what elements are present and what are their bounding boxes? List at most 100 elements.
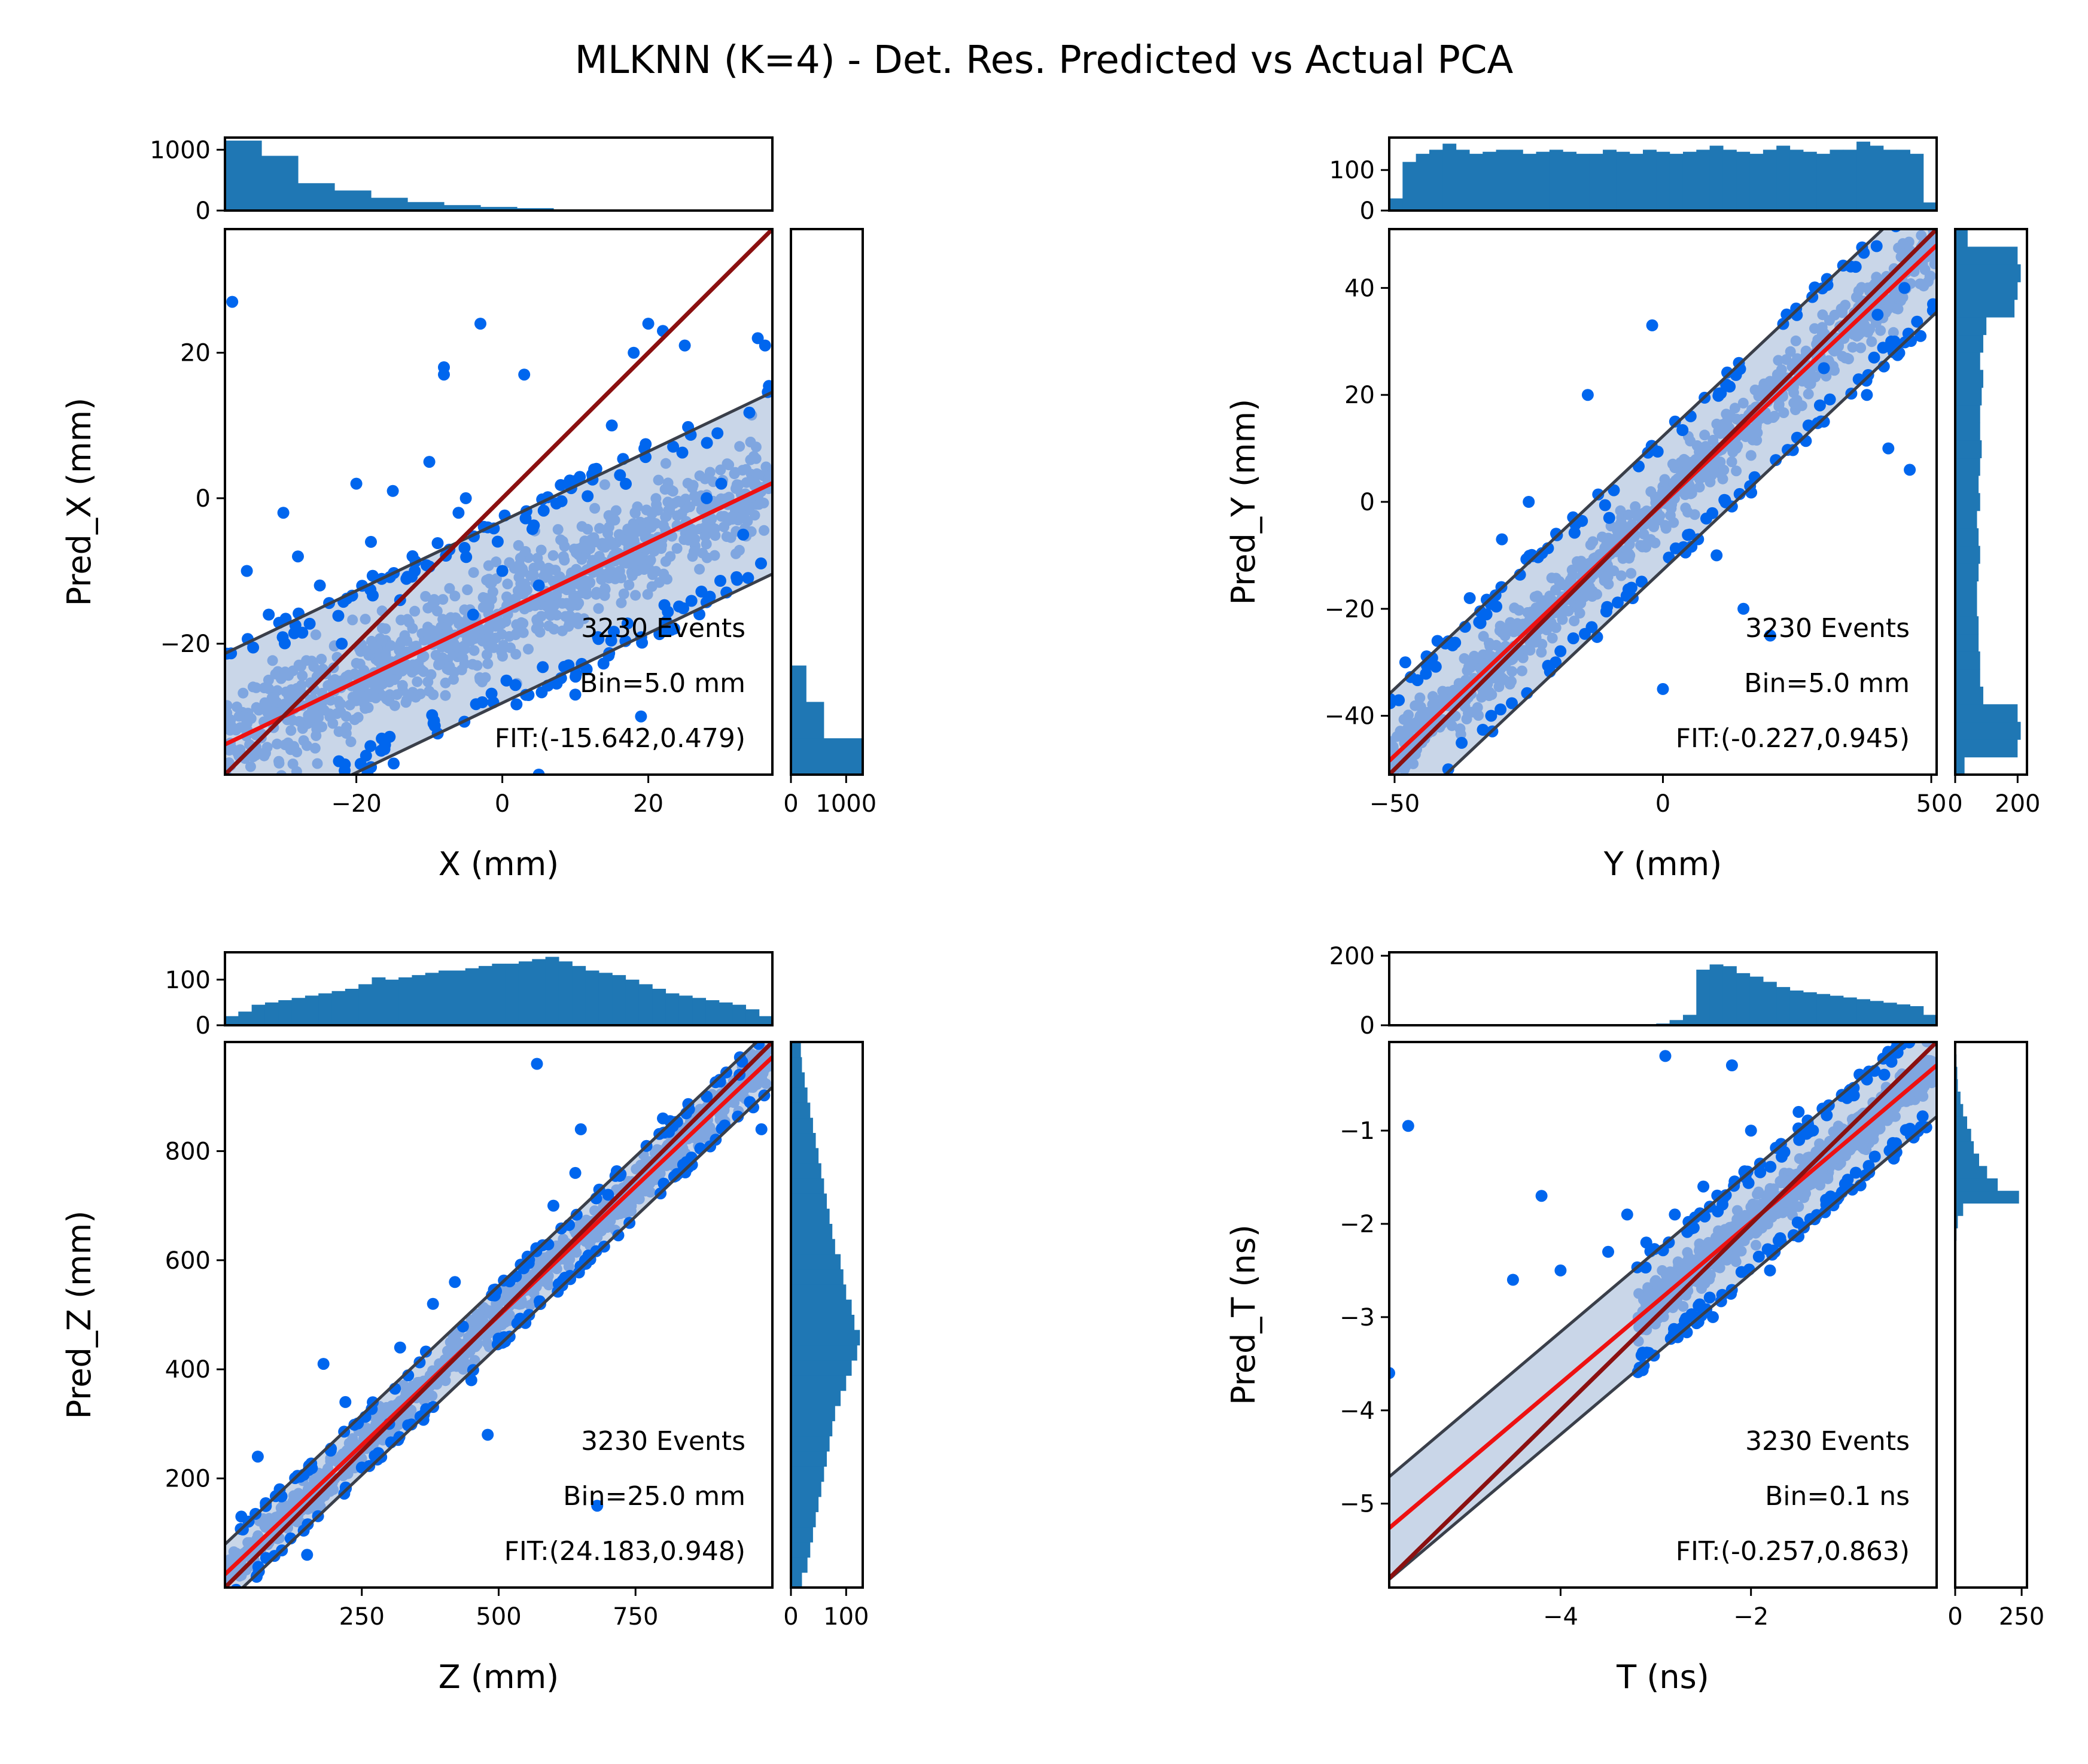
hist-bar (791, 1193, 827, 1209)
x-tick-label: −4 (1543, 1603, 1578, 1631)
hist-bar (1955, 1190, 2019, 1204)
hist-bar (1870, 145, 1884, 211)
hist-bar (1696, 150, 1710, 211)
edge-point (570, 671, 582, 683)
outlier-point (518, 368, 531, 381)
point (653, 474, 664, 486)
outlier-point (755, 1123, 768, 1135)
point (1486, 689, 1497, 700)
point (1569, 616, 1580, 627)
point (1736, 1245, 1747, 1257)
hist-bar (1416, 154, 1430, 211)
point (545, 610, 556, 621)
edge-point (1721, 366, 1733, 379)
point (1764, 376, 1776, 387)
point (490, 632, 501, 644)
edge-point (592, 631, 604, 644)
hist-bar (791, 1208, 830, 1224)
hist-bar (1589, 154, 1603, 211)
point (558, 551, 569, 562)
point (312, 758, 323, 769)
point (764, 470, 772, 481)
hist-bar (1763, 982, 1777, 1025)
edge-point (1916, 1110, 1929, 1123)
x-axis-label: X (mm) (439, 845, 559, 883)
edge-point (276, 797, 288, 809)
hist-bar (719, 1002, 733, 1026)
hist-bar (1955, 387, 1982, 406)
hist-bar (1955, 246, 2018, 265)
y-tick-label: 0 (1360, 489, 1375, 516)
outlier-point (1621, 1208, 1633, 1221)
edge-point (668, 1171, 680, 1183)
edge-point (315, 787, 327, 799)
outlier-point (628, 346, 640, 359)
point (687, 482, 698, 493)
hist-bar (251, 1004, 266, 1025)
edge-point (765, 1027, 777, 1039)
points-t (1389, 1025, 1937, 1379)
edge-point (683, 1103, 695, 1116)
point (1773, 399, 1785, 410)
outlier-point (759, 339, 771, 352)
hist-bar (1830, 150, 1844, 211)
point (589, 502, 601, 514)
edge-point (251, 796, 263, 808)
hist-bar (334, 190, 372, 211)
point (1392, 731, 1402, 742)
point (500, 1291, 512, 1303)
hist-bar (1656, 151, 1670, 211)
point (538, 571, 549, 582)
hist-bar (1955, 440, 1982, 459)
point (610, 505, 622, 516)
top-hist-tick-label: 0 (1360, 197, 1375, 225)
point (280, 669, 291, 680)
point (407, 1381, 418, 1391)
edge-point (1918, 1025, 1930, 1037)
outlier-point (251, 1451, 264, 1463)
edge-point (1793, 1134, 1806, 1146)
outlier-point (465, 1374, 477, 1387)
y-axis-label: Pred_Z (mm) (60, 1211, 98, 1419)
point (1790, 335, 1801, 346)
point (272, 685, 283, 696)
outlier-point (1669, 1208, 1681, 1221)
point (638, 564, 650, 575)
point (573, 618, 584, 629)
point (1895, 294, 1907, 305)
point (1707, 434, 1719, 446)
point (1929, 258, 1937, 270)
point (272, 738, 283, 750)
hist-bar (791, 1451, 827, 1467)
point (471, 660, 483, 671)
point (1714, 1262, 1725, 1274)
x-axis-label: T (ns) (1616, 1658, 1709, 1696)
hist-bar (480, 206, 518, 211)
annotation-line: FIT:(-0.257,0.863) (1676, 1536, 1910, 1567)
edge-point (414, 1410, 427, 1423)
point (318, 705, 330, 716)
hist-bar (1576, 154, 1590, 211)
scatter-area-x (225, 229, 772, 809)
point (502, 578, 513, 590)
top-hist-frame-y (1388, 136, 1938, 212)
edge-point (535, 686, 548, 699)
point (1856, 1142, 1868, 1153)
hist-bar (1955, 1079, 1958, 1092)
hist-bar (1856, 999, 1871, 1025)
point (1632, 510, 1643, 522)
edge-point (1782, 444, 1794, 456)
point (481, 649, 492, 660)
y-tick-label: −40 (1325, 703, 1375, 730)
edge-point (1821, 1109, 1833, 1122)
x-tick-label: 500 (476, 1603, 521, 1631)
edge-point (360, 750, 372, 762)
annotation-line: Bin=5.0 mm (1744, 668, 1910, 699)
point (296, 660, 307, 672)
point (1888, 327, 1899, 338)
point (291, 766, 302, 775)
point (591, 589, 602, 600)
edge-point (310, 793, 322, 805)
hist-bar (1955, 739, 2018, 758)
point (594, 523, 605, 534)
